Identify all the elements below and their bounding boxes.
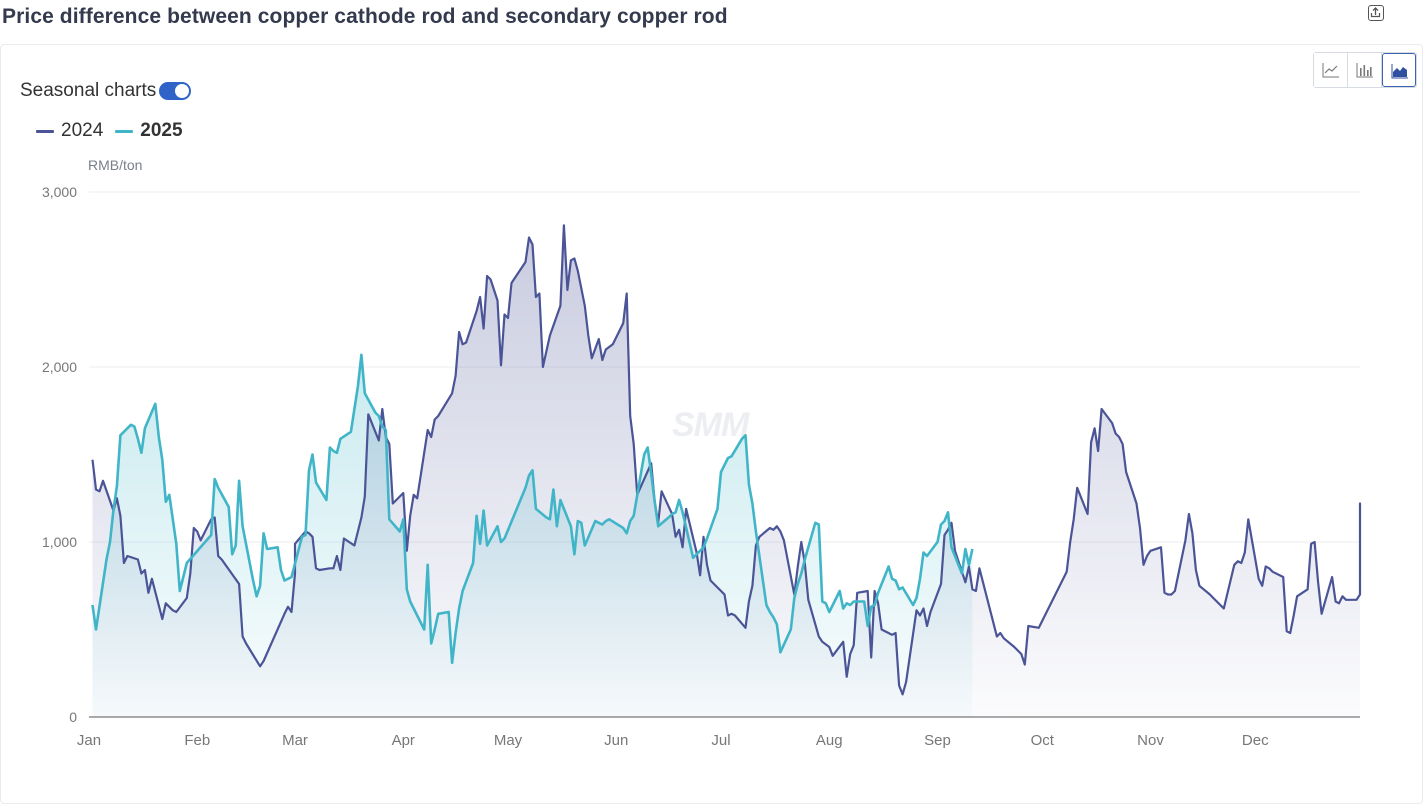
toggle-switch[interactable]: [159, 82, 192, 100]
series-area-2025: [92, 354, 973, 717]
legend-item-2024[interactable]: 2024: [36, 120, 103, 142]
bar-chart-icon[interactable]: [1348, 53, 1382, 87]
x-tick-label: Oct: [1031, 732, 1055, 749]
x-tick-label: Feb: [184, 732, 210, 749]
x-tick-label: Jan: [77, 732, 101, 749]
watermark: SMM: [672, 406, 749, 444]
chart-legend: 2024 2025: [36, 120, 195, 142]
seasonal-toggle[interactable]: Seasonal charts: [20, 80, 192, 102]
x-tick-label: Dec: [1242, 732, 1269, 749]
y-axis-unit: RMB/ton: [88, 157, 143, 173]
x-tick-label: Mar: [282, 732, 308, 749]
series-line-2024[interactable]: [91, 224, 1362, 696]
toggle-knob: [175, 84, 190, 98]
x-tick-label: Sep: [924, 732, 951, 749]
y-tick-label: 3,000: [42, 184, 77, 200]
y-tick-label: 0: [69, 709, 77, 725]
x-tick-label: May: [494, 732, 523, 749]
x-tick-label: Jun: [604, 732, 628, 749]
y-tick-label: 2,000: [42, 359, 77, 375]
legend-item-2025[interactable]: 2025: [115, 120, 183, 142]
legend-swatch-2024: [36, 129, 54, 133]
legend-label-2025: 2025: [140, 120, 183, 141]
legend-label-2024: 2024: [61, 120, 104, 141]
x-tick-label: Aug: [816, 732, 843, 749]
series-line-2025[interactable]: [91, 353, 974, 665]
y-tick-label: 1,000: [42, 534, 77, 550]
x-tick-label: Jul: [711, 732, 730, 749]
area-chart-icon[interactable]: [1382, 53, 1416, 87]
seasonal-label: Seasonal charts: [20, 80, 157, 101]
legend-swatch-2025: [115, 129, 134, 133]
export-icon[interactable]: [1368, 5, 1384, 21]
chart-type-switch: [1313, 52, 1417, 88]
page-title: Price difference between copper cathode …: [2, 5, 728, 28]
x-tick-label: Apr: [392, 732, 415, 749]
x-tick-label: Nov: [1137, 732, 1164, 749]
line-chart-icon[interactable]: [1314, 53, 1348, 87]
